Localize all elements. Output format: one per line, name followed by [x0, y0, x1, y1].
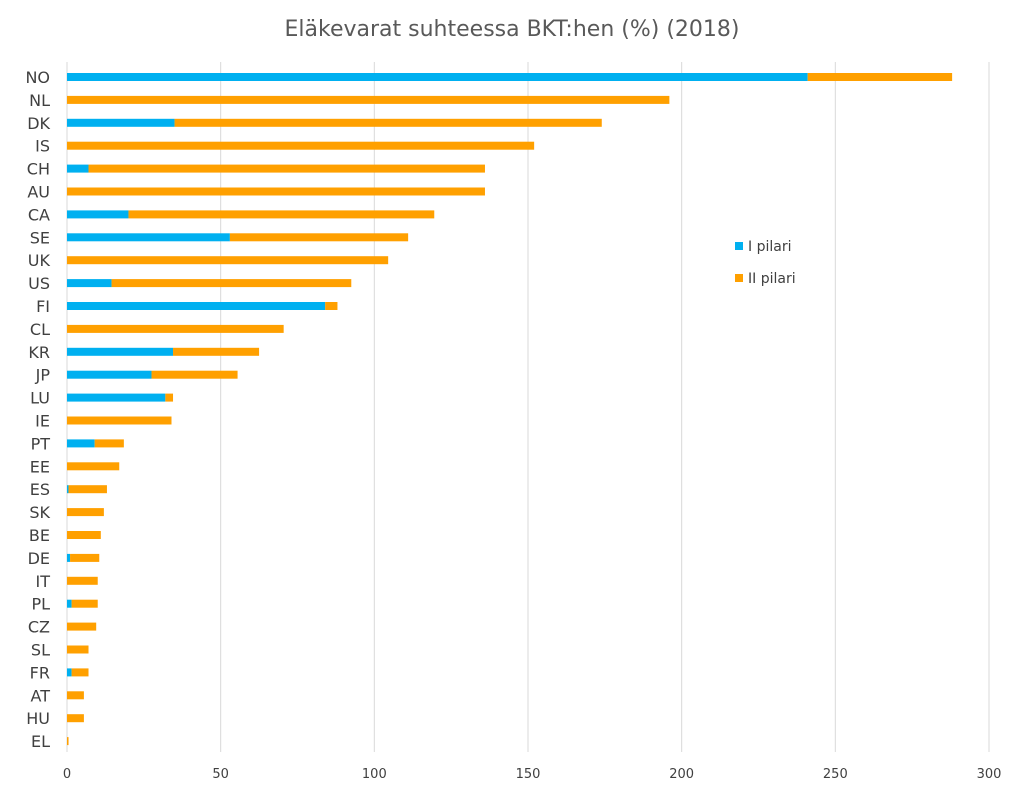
- bar-segment-pillar-1: [67, 164, 89, 173]
- category-label: IS: [35, 137, 50, 156]
- bar-segment-pillar-1: [67, 439, 95, 448]
- bar-segment-pillar-2: [67, 416, 172, 425]
- bar-segment-pillar-2: [173, 347, 260, 356]
- legend: I pilari II pilari: [735, 239, 796, 287]
- category-label: SL: [31, 641, 50, 660]
- bar-segment-pillar-2: [67, 531, 101, 539]
- category-label: DE: [28, 549, 50, 568]
- bar-segment-pillar-2: [111, 279, 352, 288]
- bar-segment-pillar-1: [67, 118, 175, 127]
- category-label: NL: [29, 91, 50, 110]
- bar-segment-pillar-2: [174, 118, 602, 127]
- bar-segment-pillar-2: [67, 462, 120, 471]
- bar-segment-pillar-1: [67, 599, 72, 608]
- bar-segment-pillar-1: [67, 302, 326, 310]
- x-tick-label: 100: [362, 767, 387, 782]
- category-label: ES: [30, 480, 50, 499]
- bar-segment-pillar-1: [67, 553, 71, 562]
- bar-segment-pillar-2: [67, 645, 89, 654]
- category-label: JP: [35, 366, 51, 385]
- bar-segment-pillar-1: [67, 233, 230, 242]
- category-label: HU: [26, 709, 50, 728]
- category-label: SE: [30, 228, 50, 247]
- category-label: CL: [30, 320, 50, 339]
- gridlines: [66, 62, 990, 752]
- legend-swatch: [735, 274, 743, 282]
- bar-segment-pillar-2: [67, 691, 84, 700]
- bar-segment-pillar-1: [67, 73, 808, 81]
- bar-segment-pillar-1: [67, 347, 174, 356]
- category-label: KR: [28, 343, 50, 362]
- x-tick-label: 50: [212, 767, 229, 782]
- bar-segment-pillar-2: [68, 485, 107, 494]
- category-label: FR: [30, 663, 50, 682]
- bar-segment-pillar-2: [88, 164, 485, 173]
- bar-segment-pillar-1: [67, 279, 112, 288]
- bar-segment-pillar-1: [67, 393, 166, 402]
- bar-segment-pillar-2: [229, 233, 409, 242]
- category-label: CA: [28, 205, 50, 224]
- x-tick-label: 250: [823, 767, 848, 782]
- bar-segment-pillar-1: [67, 668, 72, 677]
- category-label: AT: [31, 686, 51, 705]
- bar-segment-pillar-1: [67, 485, 69, 494]
- bar-segment-pillar-2: [67, 324, 284, 333]
- category-label: IE: [35, 412, 50, 431]
- category-label: PL: [31, 595, 50, 614]
- category-label: FI: [36, 297, 50, 316]
- bar-segment-pillar-2: [71, 599, 98, 608]
- legend-swatch: [735, 242, 743, 250]
- bar-segment-pillar-2: [67, 714, 84, 723]
- bar-segment-pillar-2: [67, 576, 98, 585]
- category-label: DK: [27, 114, 50, 133]
- bar-segment-pillar-2: [128, 210, 435, 219]
- chart-title: Eläkevarat suhteessa BKT:hen (%) (2018): [285, 17, 740, 42]
- category-label: LU: [30, 389, 50, 408]
- bar-segment-pillar-2: [325, 302, 338, 310]
- category-label: EL: [31, 732, 50, 751]
- bar-segment-pillar-1: [67, 370, 152, 379]
- legend-label: I pilari: [748, 239, 791, 255]
- category-label: US: [28, 274, 50, 293]
- category-label: PT: [31, 434, 51, 453]
- category-axis-labels: NO NL DK IS CH AU CA SE UK US FI CL KR JP LU IE PT EE ES SK…: [25, 68, 50, 751]
- bar-segment-pillar-2: [807, 73, 953, 81]
- category-label: EE: [30, 457, 50, 476]
- category-label: SK: [29, 503, 50, 522]
- bar-segment-pillar-2: [67, 737, 69, 746]
- category-label: NO: [25, 68, 50, 87]
- bar-segment-pillar-2: [67, 95, 670, 104]
- x-tick-label: 300: [977, 767, 1002, 782]
- bar-segment-pillar-2: [67, 141, 535, 150]
- bar-segment-pillar-2: [67, 622, 97, 631]
- bar-segment-pillar-2: [67, 187, 485, 196]
- category-label: IT: [36, 572, 51, 591]
- bar-segment-pillar-2: [71, 668, 89, 677]
- x-tick-label: 200: [669, 767, 694, 782]
- category-label: AU: [27, 183, 50, 202]
- bar-segment-pillar-2: [94, 439, 124, 448]
- bar-segment-pillar-2: [70, 553, 100, 562]
- bar-segment-pillar-2: [67, 508, 104, 517]
- category-label: CH: [27, 160, 50, 179]
- x-tick-label: 150: [516, 767, 541, 782]
- bar-segment-pillar-2: [165, 393, 174, 402]
- bar-segment-pillar-1: [67, 210, 129, 219]
- legend-label: II pilari: [748, 271, 796, 287]
- x-tick-label: 0: [63, 767, 71, 782]
- category-label: CZ: [28, 618, 50, 637]
- bar-segment-pillar-2: [67, 256, 389, 265]
- value-axis-labels: 0 50 100 150 200 250 300: [63, 767, 1002, 782]
- category-label: UK: [28, 251, 51, 270]
- category-label: BE: [29, 526, 50, 545]
- bar-segment-pillar-2: [151, 370, 238, 379]
- bar-series: [67, 73, 953, 746]
